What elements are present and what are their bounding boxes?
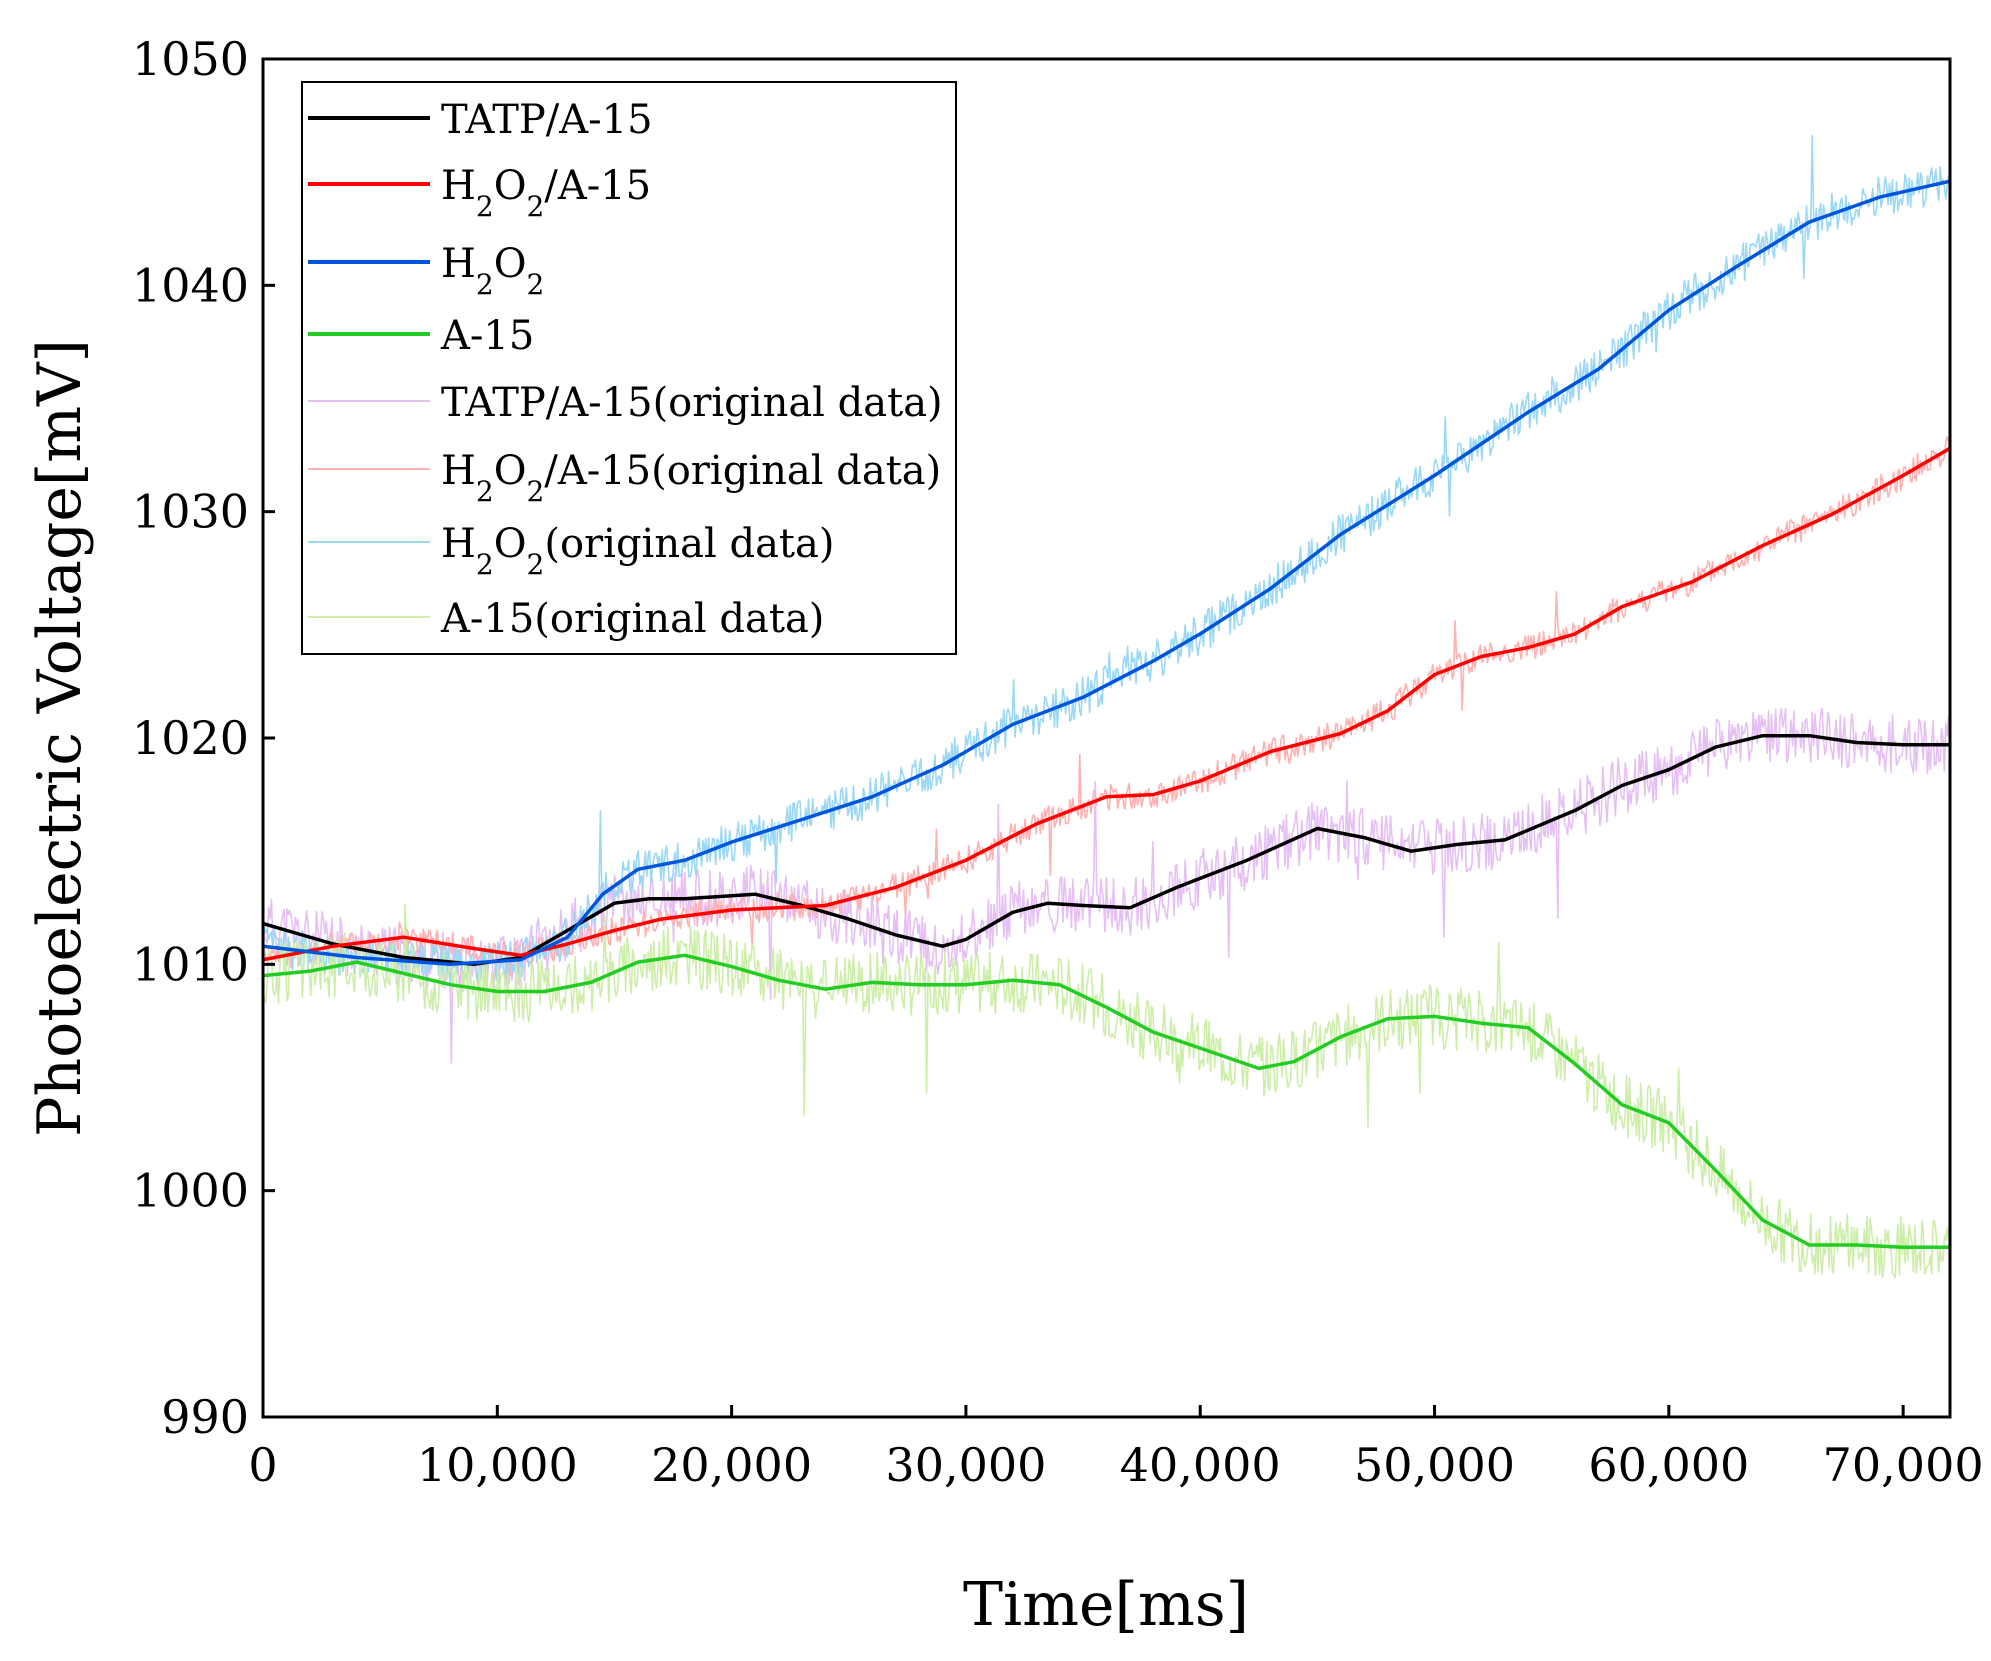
y-tick-label: 1030 bbox=[132, 485, 249, 539]
series-line bbox=[263, 733, 1950, 967]
legend-entry: H2O2 bbox=[441, 241, 544, 301]
series-line-raw bbox=[263, 436, 1950, 977]
y-tick-label: 1010 bbox=[132, 937, 249, 991]
y-tick-label: 1020 bbox=[132, 711, 249, 765]
x-tick-label: 20,000 bbox=[651, 1438, 812, 1492]
smooth-series-layer bbox=[263, 179, 1950, 1250]
x-tick-label: 30,000 bbox=[885, 1438, 1046, 1492]
axis-ticks: 0 10,000 20,000 30,000 40,000 50,000 60,000 70,… bbox=[132, 32, 1984, 1492]
series-line-raw bbox=[263, 707, 1950, 1064]
legend-entry: A-15(original data) bbox=[440, 596, 824, 642]
y-axis-title: Photoelectric Voltage[mV] bbox=[25, 339, 95, 1137]
legend-entry: H2O2(original data) bbox=[441, 521, 834, 581]
legend-entry: TATP/A-15(original data) bbox=[441, 380, 943, 426]
legend-entry: A-15 bbox=[440, 313, 534, 359]
x-tick-label: 10,000 bbox=[417, 1438, 578, 1492]
legend-entry: H2O2/A-15(original data) bbox=[441, 448, 941, 508]
series-line bbox=[263, 179, 1950, 967]
series-line bbox=[263, 953, 1950, 1250]
legend-entry: H2O2/A-15 bbox=[441, 163, 651, 223]
y-tick-label: 1000 bbox=[132, 1164, 249, 1218]
x-tick-label: 70,000 bbox=[1823, 1438, 1984, 1492]
series-line bbox=[263, 446, 1950, 962]
x-tick-label: 60,000 bbox=[1588, 1438, 1749, 1492]
x-tick-label: 50,000 bbox=[1354, 1438, 1515, 1492]
legend-box bbox=[301, 81, 957, 655]
legend: TATP/A-15 H2O2/A-15 H2O2 A-15 TATP/A-15(orig… bbox=[301, 81, 957, 655]
x-tick-label: 40,000 bbox=[1120, 1438, 1281, 1492]
x-axis-title: Time[ms] bbox=[963, 1570, 1249, 1640]
x-tick-label: 0 bbox=[248, 1438, 277, 1492]
y-tick-label: 1050 bbox=[132, 32, 249, 86]
y-tick-label: 990 bbox=[161, 1390, 249, 1444]
legend-entry: TATP/A-15 bbox=[441, 97, 653, 143]
y-tick-label: 1040 bbox=[132, 258, 249, 312]
